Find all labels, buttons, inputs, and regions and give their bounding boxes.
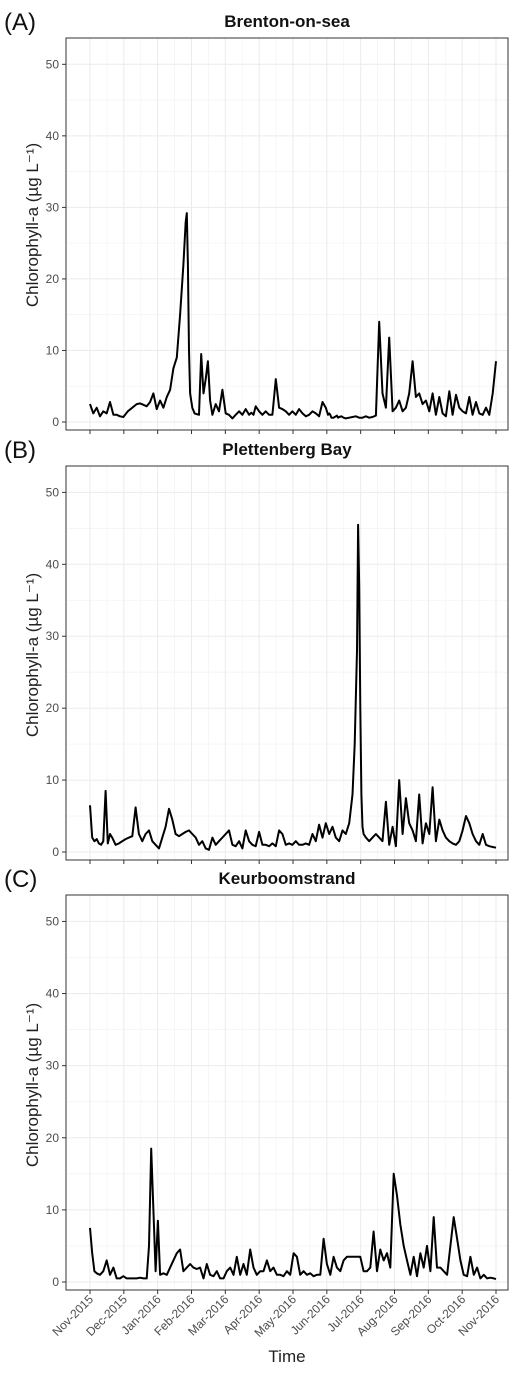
y-tick-label: 0 — [52, 845, 59, 859]
panel-label: (C) — [4, 866, 37, 893]
y-tick-label: 0 — [52, 1275, 59, 1289]
panel-title: Keurboomstrand — [219, 869, 356, 888]
plot-area: 0 10 20 30 40 50 — [46, 37, 509, 434]
y-tick-label: 50 — [46, 914, 60, 928]
y-tick-label: 0 — [52, 415, 59, 429]
y-tick-label: 30 — [46, 200, 60, 214]
plot-area: 01020304050Nov-2015Dec-2015Jan-2016Feb-2… — [46, 894, 509, 1340]
x-axis-title: Time — [268, 1347, 305, 1366]
y-tick-label: 50 — [46, 485, 60, 499]
y-tick-label: 20 — [46, 1131, 60, 1145]
y-tick-label: 20 — [46, 272, 60, 286]
y-tick-label: 50 — [46, 57, 60, 71]
y-tick-label: 30 — [46, 629, 60, 643]
y-axis-title: Chlorophyll-a (µg L⁻¹) — [23, 143, 42, 307]
series-line — [89, 523, 497, 851]
y-tick-label: 20 — [46, 701, 60, 715]
panel-plettenberg-bay: (B) Plettenberg Bay Chlorophyll-a (µg L⁻… — [4, 437, 509, 864]
y-tick-label: 10 — [46, 773, 60, 787]
series-line — [89, 212, 497, 420]
y-axis-title: Chlorophyll-a (µg L⁻¹) — [23, 573, 42, 737]
plot-frame — [65, 465, 509, 861]
panel-title: Brenton-on-sea — [224, 12, 350, 31]
y-tick-label: 10 — [46, 1203, 60, 1217]
y-tick-label: 30 — [46, 1059, 60, 1073]
plot-area: 0 10 20 30 40 50 — [46, 465, 509, 864]
plot-frame — [65, 37, 509, 431]
panel-title: Plettenberg Bay — [222, 440, 352, 459]
panel-keurboomstrand: (C) Keurboomstrand Chlorophyll-a (µg L⁻¹… — [4, 866, 509, 1366]
y-tick-label: 40 — [46, 129, 60, 143]
y-axis-title: Chlorophyll-a (µg L⁻¹) — [23, 1003, 42, 1167]
y-tick-label: 10 — [46, 343, 60, 357]
panel-brenton-on-sea: (A) Brenton-on-sea Chlorophyll-a (µg L⁻¹… — [4, 9, 509, 434]
panel-label: (A) — [4, 9, 36, 36]
y-tick-label: 40 — [46, 987, 60, 1001]
panel-label: (B) — [4, 437, 36, 464]
y-tick-label: 40 — [46, 557, 60, 571]
series-line — [89, 1147, 497, 1281]
plot-frame — [65, 894, 509, 1291]
